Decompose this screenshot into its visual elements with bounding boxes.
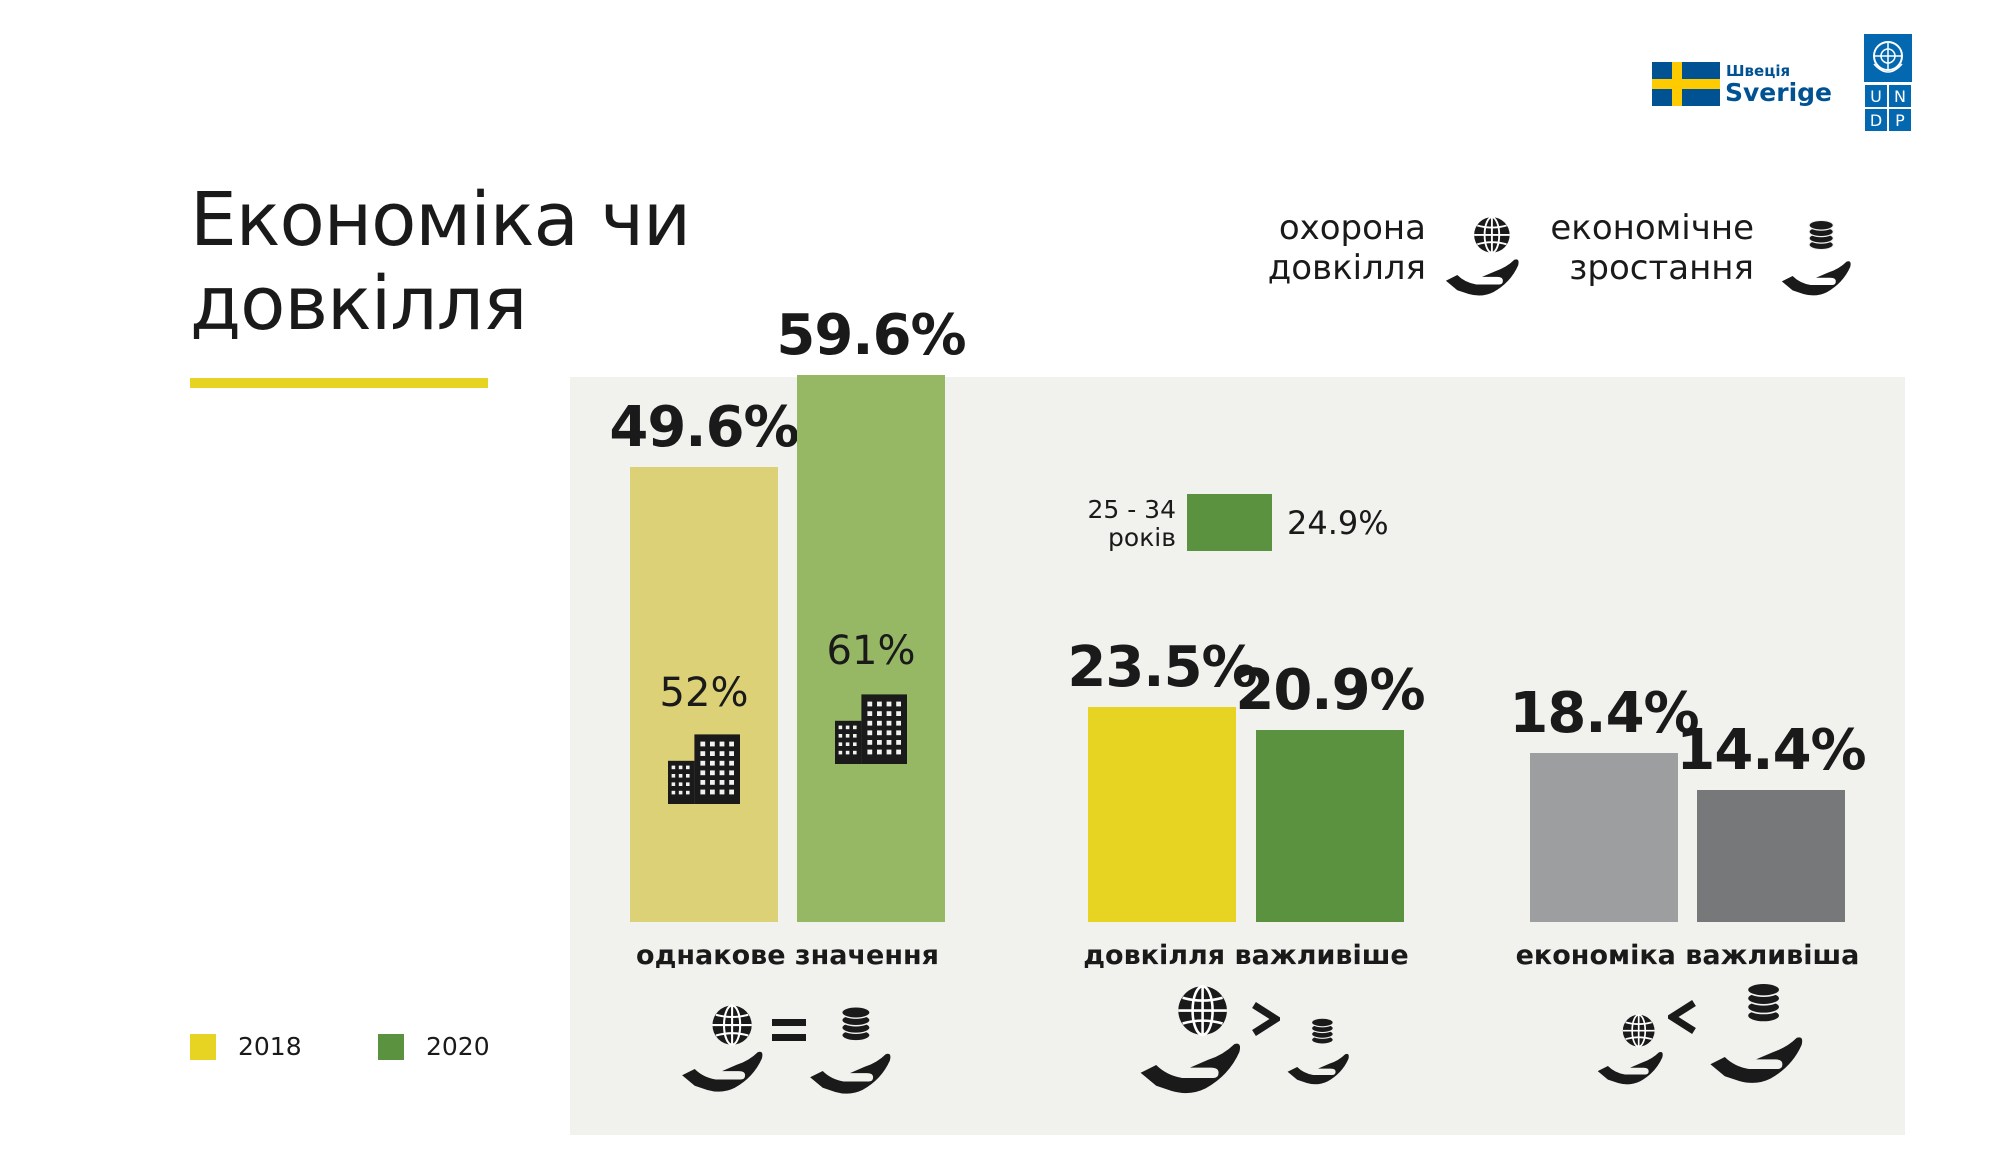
globe-icon [1174,982,1231,1043]
page-title: Економіка чи довкілля [190,177,691,347]
key-env-line-2: довкілля [1267,248,1426,288]
equal-env-icon [680,1002,764,1097]
coins-icon [1308,1016,1337,1049]
value-label-2-2018: 18.4% [1509,681,1699,747]
globe-icon [1620,1012,1657,1053]
age-annotation-label: 25 - 34 років [1080,496,1176,552]
greater-than-icon [1250,1002,1283,1040]
hand-icon [1286,1051,1350,1090]
hand-icon [1596,1049,1664,1090]
sweden-logo-small-text: Швеція [1726,62,1791,80]
bar-2-2020 [1697,789,1845,922]
bar-0-2018 [630,467,778,922]
value-label-0-2020: 59.6% [776,303,966,369]
value-label-0-2018: 49.6% [609,395,799,461]
undp-letter-p: P [1888,108,1912,132]
age-annotation-line-1: 25 - 34 [1087,495,1176,524]
legend-swatch-2020 [378,1034,404,1060]
env-greater-eco-icon [1286,1016,1350,1088]
category-label-0: однакове значення [636,940,939,971]
title-line-2: довкілля [190,261,527,347]
building-icon [668,732,740,808]
key-eco-icon [1780,218,1852,299]
hand-icon [808,1050,892,1100]
eco-greater-env-icon [1596,1012,1664,1089]
age-annotation-value: 24.9% [1287,504,1389,542]
category-label-1: довкілля важливіше [1083,940,1409,971]
hand-icon [680,1048,764,1098]
sweden-logo: Швеція Sverige [1652,62,1832,108]
key-env-label: охорона довкілля [1230,208,1426,288]
undp-letter-n: N [1888,84,1912,108]
inner-label-2018: 52% [659,670,749,716]
legend-swatch-2018 [190,1034,216,1060]
hand-icon [1708,1033,1804,1090]
bar-1-2020 [1256,730,1404,922]
bar-2-2018 [1530,753,1678,922]
sweden-logo-text: Sverige [1725,78,1833,107]
key-eco-line-2: зростання [1569,248,1754,288]
title-underline [190,378,488,388]
undp-letter-u: U [1864,84,1888,108]
building-icon [835,692,907,768]
age-annotation: 25 - 34 років 24.9% [1080,492,1400,552]
sweden-flag-icon [1652,62,1720,106]
key-env-icon [1444,214,1520,300]
coins-icon [1742,980,1785,1027]
hand-icon [1138,1039,1242,1100]
less-than-icon [1665,1000,1698,1038]
hand-icon [1444,256,1520,302]
env-greater-env-icon [1138,982,1242,1099]
key-env-line-1: охорона [1278,208,1426,248]
inner-label-2020: 61% [826,628,916,674]
legend-label-2018: 2018 [238,1032,302,1061]
eco-greater-eco-icon [1708,980,1804,1088]
hand-icon [1780,258,1852,302]
legend-label-2020: 2020 [426,1032,490,1061]
bar-1-2018 [1088,706,1236,922]
value-label-2-2020: 14.4% [1676,717,1866,783]
age-annotation-line-2: років [1108,523,1176,552]
key-eco-line-1: економічне [1550,208,1754,248]
equal-eco-icon [808,1004,892,1099]
globe-icon [1471,214,1513,260]
coins-icon [837,1004,875,1046]
un-emblem-icon [1864,34,1912,82]
globe-icon [709,1002,755,1052]
value-label-1-2018: 23.5% [1067,634,1257,700]
title-line-1: Економіка чи [190,177,691,263]
undp-logo: U N D P [1864,34,1912,132]
coins-icon [1805,218,1837,254]
bar-0-2020 [797,375,945,922]
category-label-2: економіка важливіша [1515,940,1860,971]
equals-sign-icon [772,1016,806,1048]
key-eco-label: економічне зростання [1520,208,1754,288]
age-annotation-swatch [1187,494,1272,551]
value-label-1-2020: 20.9% [1235,658,1425,724]
undp-letter-d: D [1864,108,1888,132]
